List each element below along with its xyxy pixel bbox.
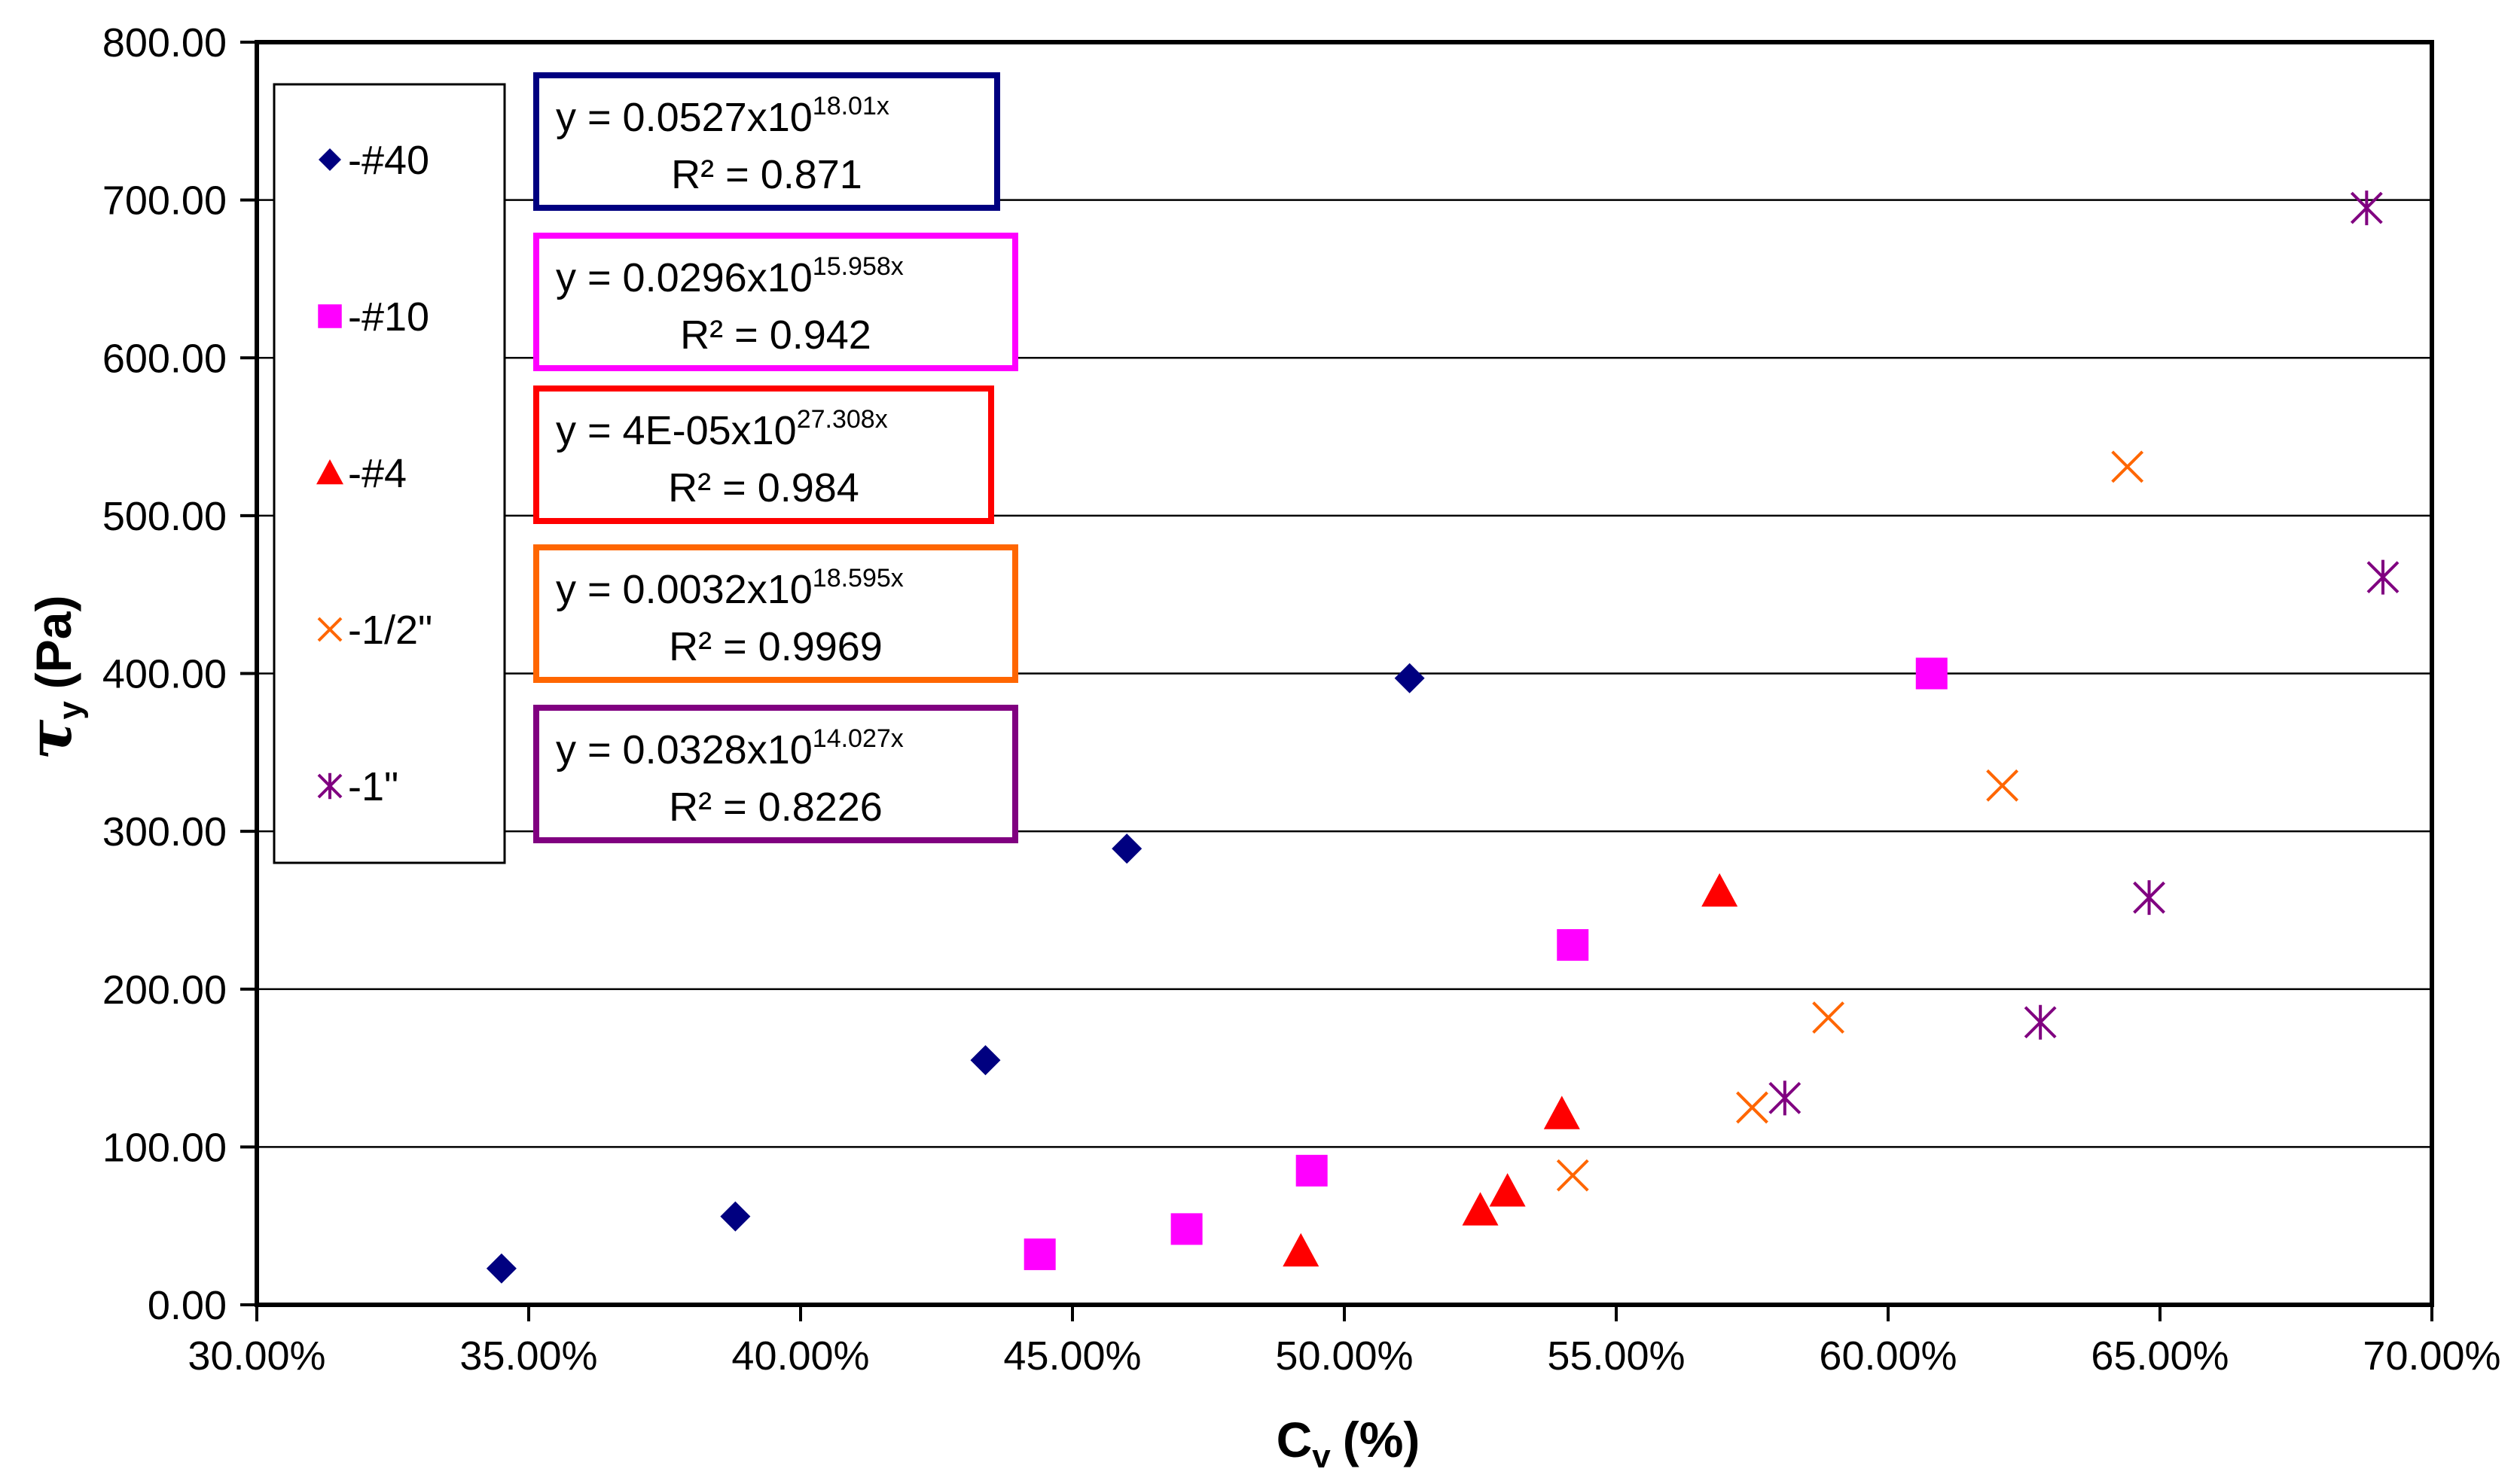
data-point-10 <box>1557 929 1589 961</box>
data-point-40 <box>720 1201 751 1232</box>
y-tick-label: 100.00 <box>102 1125 227 1170</box>
equation-text-4: y = 4E-05x1027.308x <box>556 405 888 453</box>
legend: -#40 -#10 -#4 -1/2" -1" <box>273 83 506 864</box>
legend-label-40: -#40 <box>348 138 429 183</box>
legend-label-4: -#4 <box>348 451 407 496</box>
y-tick-label: 500.00 <box>102 494 227 539</box>
equation-box-4 <box>533 385 994 524</box>
y-tick-label: 300.00 <box>102 809 227 855</box>
equation-box-12 <box>533 544 1018 683</box>
y-axis-label: τ <box>14 720 85 760</box>
y-axis-title: τy (Pa) <box>14 596 89 760</box>
x-tick-labels: 30.00% 35.00% 40.00% 45.00% 50.00% 55.00% 60.0… <box>188 1305 2501 1379</box>
legend-box <box>273 83 506 864</box>
svg-text:τy(Pa): τy (Pa) <box>14 596 89 760</box>
equation-text-40: y = 0.0527x1018.01x <box>556 92 889 140</box>
x-tick-label: 70.00% <box>2363 1333 2500 1379</box>
x-tick-label: 60.00% <box>1819 1333 1957 1379</box>
data-point-4 <box>1283 1233 1319 1267</box>
legend-marker-1 <box>317 772 343 800</box>
r-squared-text-12: R² = 0.9969 <box>669 624 883 669</box>
r-squared-text-4: R² = 0.984 <box>668 465 859 510</box>
x-axis-label: C <box>1277 1412 1313 1467</box>
data-point-4 <box>1543 1095 1580 1129</box>
data-point-4 <box>1462 1192 1499 1226</box>
y-tick-labels: 0.00 100.00 200.00 300.00 400.00 500.00 600.00… <box>102 20 257 1328</box>
x-tick-label: 65.00% <box>2091 1333 2229 1379</box>
r-squared-text-1: R² = 0.8226 <box>669 785 883 830</box>
legend-marker-12 <box>317 617 343 642</box>
data-point-4 <box>1489 1173 1526 1207</box>
data-point-10 <box>1915 657 1948 690</box>
equation-box-10 <box>533 233 1018 371</box>
x-axis-title: Cv (%) <box>1277 1412 1420 1475</box>
data-point-4 <box>1701 873 1738 907</box>
legend-label-12: -1/2" <box>348 608 432 653</box>
data-point-10 <box>1024 1238 1056 1270</box>
data-point-1 <box>2366 559 2399 595</box>
data-point-12 <box>1556 1159 1589 1192</box>
x-tick-label: 50.00% <box>1275 1333 1413 1379</box>
data-point-12 <box>1812 1001 1844 1034</box>
y-tick-label: 700.00 <box>102 178 227 224</box>
x-tick-label: 45.00% <box>1003 1333 1141 1379</box>
data-point-12 <box>2111 450 2144 483</box>
y-axis-label-subscript: y <box>52 701 89 720</box>
legend-label-1: -1" <box>348 764 398 809</box>
data-point-10 <box>1170 1213 1203 1245</box>
legend-label-10: -#10 <box>348 294 429 340</box>
r-squared-text-10: R² = 0.942 <box>680 312 871 358</box>
legend-marker-10 <box>318 304 342 328</box>
y-tick-label: 200.00 <box>102 967 227 1013</box>
data-point-40 <box>970 1045 1001 1076</box>
y-tick-label: 800.00 <box>102 20 227 66</box>
x-axis-unit: (%) <box>1343 1412 1420 1467</box>
data-point-1 <box>2133 880 2165 916</box>
equation-box-40 <box>533 72 1000 211</box>
data-point-12 <box>1986 769 2019 802</box>
r-squared-text-40: R² = 0.871 <box>671 152 862 197</box>
data-point-40 <box>1112 833 1143 864</box>
equation-box-1 <box>533 705 1018 843</box>
trendline-equations: y = 0.0527x1018.01x R² = 0.871 y = 0.0296x… <box>533 72 1018 843</box>
data-point-1 <box>1768 1080 1802 1116</box>
y-tick-label: 600.00 <box>102 336 227 381</box>
equation-text-1: y = 0.0328x1014.027x <box>556 724 904 772</box>
data-point-1 <box>2350 190 2383 226</box>
data-point-10 <box>1295 1154 1328 1187</box>
y-tick-label: 400.00 <box>102 652 227 697</box>
data-point-40 <box>486 1253 517 1284</box>
data-point-40 <box>1394 663 1425 693</box>
x-tick-label: 35.00% <box>459 1333 597 1379</box>
x-axis-label-subscript: v <box>1312 1438 1331 1475</box>
x-tick-label: 30.00% <box>188 1333 325 1379</box>
svg-text:Cv(%): Cv (%) <box>1277 1412 1420 1475</box>
data-point-1 <box>2024 1004 2057 1040</box>
data-points <box>486 190 2399 1284</box>
equation-text-10: y = 0.0296x1015.958x <box>556 252 904 300</box>
equation-text-12: y = 0.0032x1018.595x <box>556 564 904 612</box>
legend-marker-40 <box>319 148 341 171</box>
legend-marker-4 <box>316 459 343 485</box>
y-tick-label: 0.00 <box>148 1283 227 1328</box>
x-tick-label: 55.00% <box>1547 1333 1685 1379</box>
x-tick-label: 40.00% <box>731 1333 869 1379</box>
y-axis-unit: (Pa) <box>26 596 81 690</box>
data-point-12 <box>1736 1091 1768 1124</box>
